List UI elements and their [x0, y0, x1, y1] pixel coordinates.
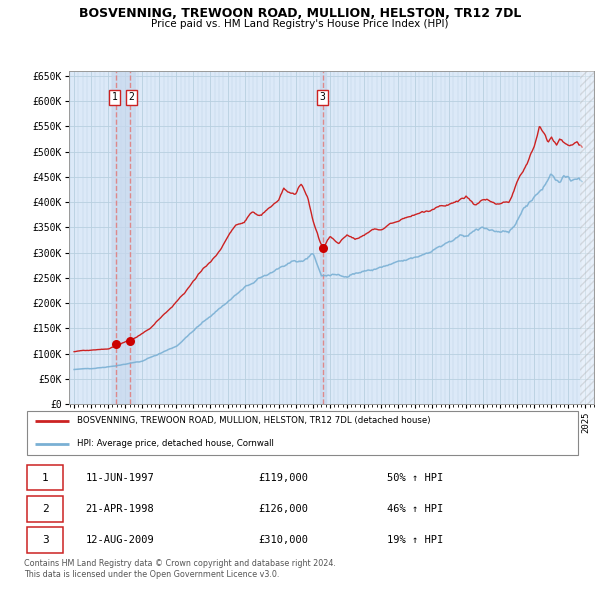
Text: 2: 2: [42, 504, 49, 514]
Bar: [320, 71, 326, 404]
FancyBboxPatch shape: [27, 465, 63, 490]
Text: Price paid vs. HM Land Registry's House Price Index (HPI): Price paid vs. HM Land Registry's House …: [151, 19, 449, 30]
FancyBboxPatch shape: [27, 496, 63, 522]
Text: £126,000: £126,000: [259, 504, 308, 514]
FancyBboxPatch shape: [27, 527, 63, 553]
Text: 19% ↑ HPI: 19% ↑ HPI: [387, 535, 443, 545]
Text: 11-JUN-1997: 11-JUN-1997: [85, 473, 154, 483]
Text: 2: 2: [128, 92, 134, 102]
Text: 3: 3: [320, 92, 325, 102]
Text: HPI: Average price, detached house, Cornwall: HPI: Average price, detached house, Corn…: [77, 439, 274, 448]
Text: 3: 3: [42, 535, 49, 545]
Text: BOSVENNING, TREWOON ROAD, MULLION, HELSTON, TR12 7DL: BOSVENNING, TREWOON ROAD, MULLION, HELST…: [79, 7, 521, 20]
Bar: [112, 71, 134, 404]
Text: 46% ↑ HPI: 46% ↑ HPI: [387, 504, 443, 514]
Text: 1: 1: [112, 92, 118, 102]
Polygon shape: [580, 71, 594, 404]
FancyBboxPatch shape: [27, 411, 578, 455]
Text: Contains HM Land Registry data © Crown copyright and database right 2024.
This d: Contains HM Land Registry data © Crown c…: [24, 559, 336, 579]
Text: 12-AUG-2009: 12-AUG-2009: [85, 535, 154, 545]
Text: £310,000: £310,000: [259, 535, 308, 545]
Text: 50% ↑ HPI: 50% ↑ HPI: [387, 473, 443, 483]
Text: £119,000: £119,000: [259, 473, 308, 483]
Text: BOSVENNING, TREWOON ROAD, MULLION, HELSTON, TR12 7DL (detached house): BOSVENNING, TREWOON ROAD, MULLION, HELST…: [77, 417, 431, 425]
Text: 1: 1: [42, 473, 49, 483]
Text: 21-APR-1998: 21-APR-1998: [85, 504, 154, 514]
